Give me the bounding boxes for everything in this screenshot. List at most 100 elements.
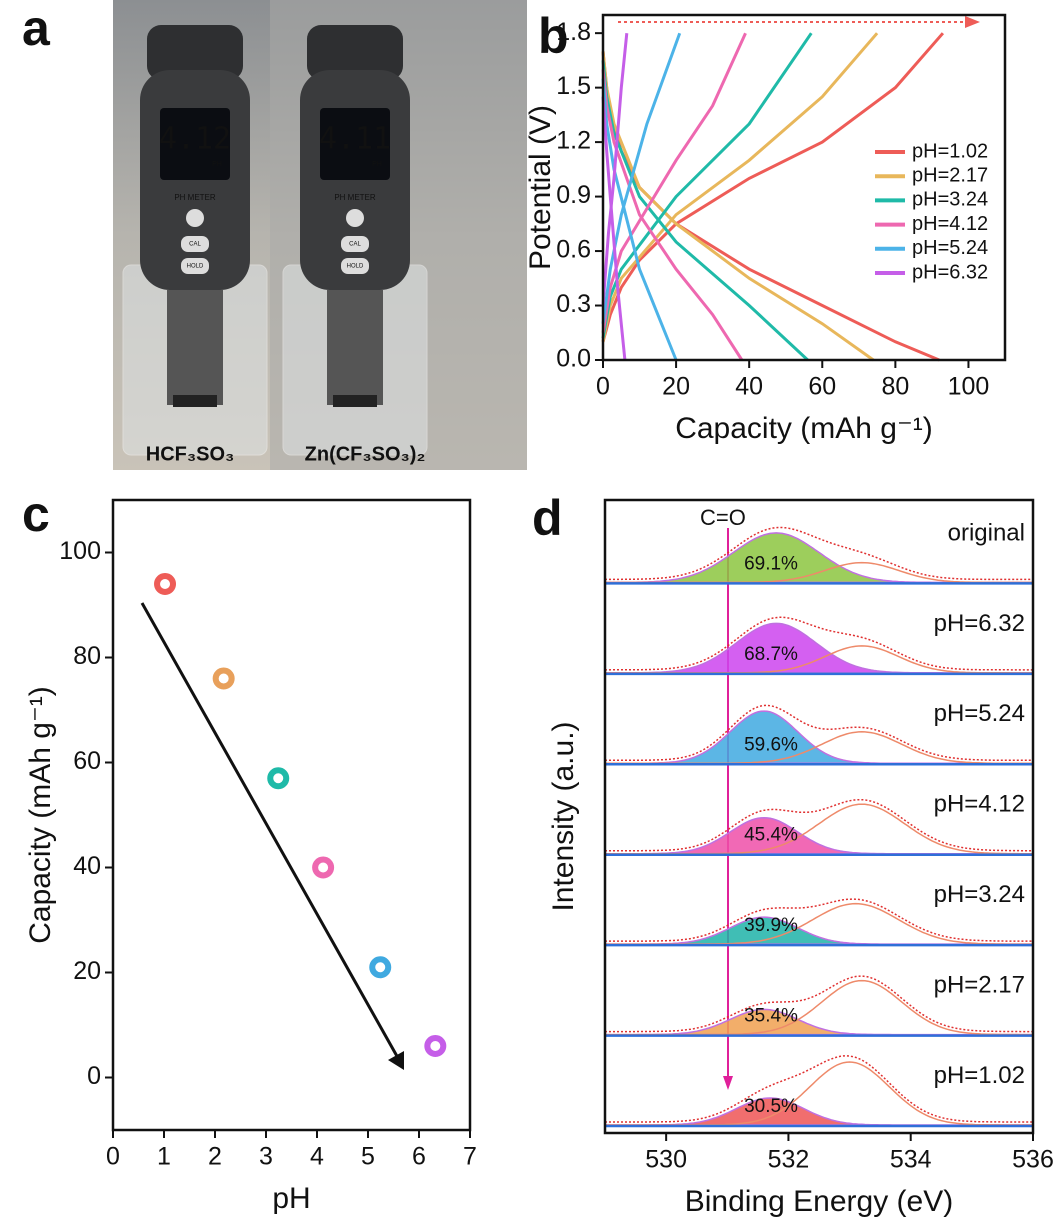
curve	[601, 33, 629, 306]
x-tick-label: 0	[596, 373, 610, 401]
x-tick-label: 40	[735, 373, 763, 401]
trend-arrow	[140, 602, 400, 1059]
series-label: pH=6.32	[934, 610, 1025, 637]
y-tick-label: 0	[87, 1062, 101, 1090]
meter-cap	[147, 25, 243, 80]
x-tick-label: 534	[890, 1146, 932, 1174]
y-axis-title: Intensity (a.u.)	[547, 721, 580, 911]
x-tick-label: 3	[259, 1143, 273, 1171]
curve	[601, 69, 744, 361]
x-tick-label: 5	[361, 1143, 375, 1171]
annotation: C=O	[700, 505, 746, 530]
curve	[601, 78, 678, 361]
meter-unit: PH	[372, 161, 382, 168]
envelope	[605, 898, 1033, 942]
x-tick-label: 2	[208, 1143, 222, 1171]
x-tick-label: 6	[412, 1143, 426, 1171]
meter-button-label: CAL	[349, 242, 361, 248]
value-label: 45.4%	[744, 825, 798, 846]
x-tick-label: 100	[948, 373, 990, 401]
trend-arrow-head	[388, 1051, 404, 1070]
legend-label: pH=2.17	[912, 164, 988, 186]
solution-label: HCF₃SO₃	[146, 443, 235, 465]
meter-probe	[327, 290, 383, 405]
x-tick-label: 4	[310, 1143, 324, 1171]
meter-brand: PH METER	[334, 193, 376, 202]
panel-label: d	[532, 490, 563, 546]
y-axis-title: Potential (V)	[524, 105, 557, 270]
solution-label: Zn(CF₃SO₃)₂	[305, 443, 426, 465]
y-tick-label: 1.2	[556, 127, 591, 155]
curve	[601, 32, 747, 334]
curve	[601, 32, 879, 343]
y-tick-label: 80	[73, 642, 101, 670]
y-tick-label: 0.6	[556, 236, 591, 264]
series-label: pH=1.02	[934, 1062, 1025, 1089]
y-tick-label: 0.3	[556, 290, 591, 318]
envelope	[605, 704, 1033, 762]
meters: 4.12 PH PH METER CAL HOLD HCF₃SO₃ 4.11 PH PH MET…	[122, 25, 428, 465]
panel-label: b	[538, 8, 569, 64]
value-label: 39.9%	[744, 915, 798, 936]
x-tick-label: 536	[1012, 1146, 1054, 1174]
series-label: pH=4.12	[934, 791, 1025, 818]
envelope	[605, 616, 1033, 671]
curve	[601, 51, 940, 362]
x-tick-label: 7	[463, 1143, 477, 1171]
meter-reading: 4.12	[159, 122, 231, 157]
y-tick-label: 0.0	[556, 345, 591, 373]
curve	[601, 60, 809, 362]
arrow-head	[965, 16, 980, 28]
legend-label: pH=4.12	[912, 213, 988, 235]
meter-screen	[320, 108, 390, 180]
meter-probe-tip	[333, 395, 377, 407]
curve	[601, 51, 875, 362]
axis-frame	[603, 498, 1035, 1135]
panel-label: c	[22, 486, 50, 542]
series-label: pH=2.17	[934, 971, 1025, 998]
y-tick-label: 40	[73, 852, 101, 880]
envelope	[605, 975, 1033, 1033]
x-tick-label: 1	[157, 1143, 171, 1171]
value-label: 35.4%	[744, 1006, 798, 1027]
legend-label: pH=3.24	[912, 189, 988, 211]
meter-unit: PH	[212, 161, 222, 168]
y-tick-label: 60	[73, 747, 101, 775]
y-tick-label: 1.5	[556, 72, 591, 100]
meter-button	[341, 236, 369, 252]
legend-label: pH=1.02	[912, 140, 988, 162]
meter-reading: 4.11	[319, 122, 391, 157]
point	[424, 1035, 447, 1057]
curve	[601, 96, 627, 361]
meter-button	[181, 236, 209, 252]
meter-button-label: CAL	[189, 242, 201, 248]
point	[212, 667, 235, 690]
legend-label: pH=6.32	[912, 261, 988, 283]
meter-power-button	[346, 209, 364, 227]
point	[369, 956, 392, 979]
meter-brand: PH METER	[174, 193, 216, 202]
x-axis-title: Capacity (mAh g⁻¹)	[675, 412, 933, 445]
x-tick-label: 80	[881, 373, 909, 401]
x-axis-title: pH	[272, 1182, 310, 1215]
point	[154, 573, 177, 595]
value-label: 69.1%	[744, 553, 798, 574]
envelope	[605, 526, 1033, 581]
meter-power-button	[186, 209, 204, 227]
meter-button-label: HOLD	[187, 264, 204, 270]
point	[267, 767, 290, 790]
meter-button	[341, 258, 369, 274]
x-tick-label: 532	[768, 1146, 810, 1174]
x-tick-label: 0	[106, 1143, 120, 1171]
meter-button	[181, 258, 209, 274]
series-label: original	[948, 519, 1025, 546]
meter-cap	[307, 25, 403, 80]
curve	[601, 32, 945, 343]
x-tick-label: 20	[662, 373, 690, 401]
co-arrow-head	[723, 1076, 733, 1090]
curve	[601, 32, 682, 324]
y-tick-label: 100	[59, 537, 101, 565]
x-tick-label: 530	[645, 1146, 687, 1174]
meter-probe	[167, 290, 223, 405]
